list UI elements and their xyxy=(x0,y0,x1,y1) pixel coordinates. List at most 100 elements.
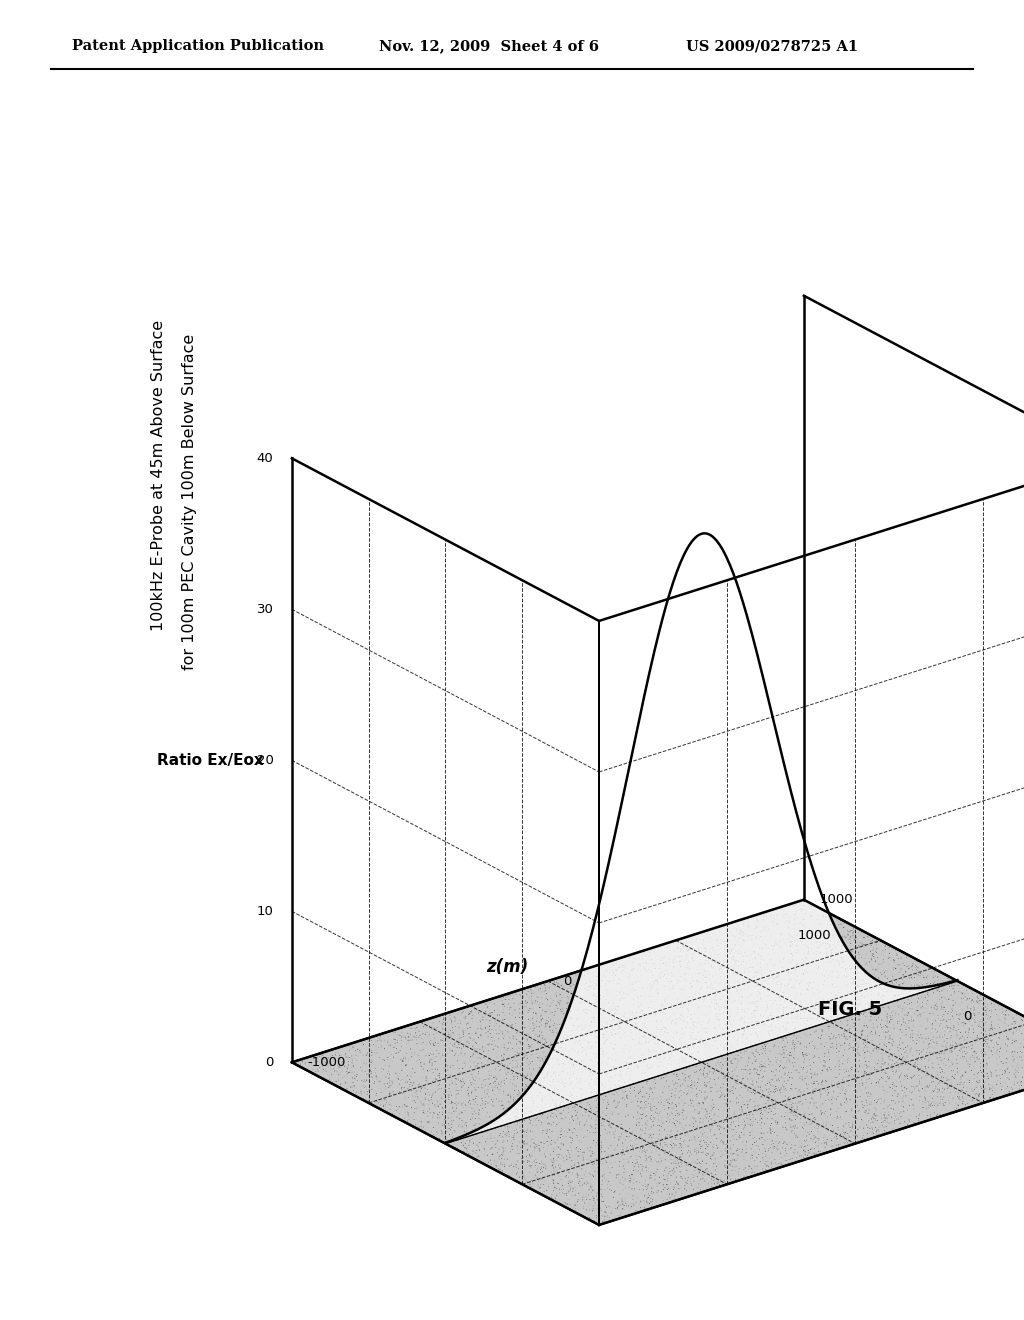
Point xyxy=(500,1084,516,1105)
Point xyxy=(779,1118,796,1139)
Point xyxy=(867,941,884,962)
Point xyxy=(620,1114,636,1135)
Point xyxy=(739,1055,756,1076)
Point xyxy=(751,953,767,974)
Point xyxy=(643,1148,659,1170)
Point xyxy=(611,1155,628,1176)
Point xyxy=(967,1078,983,1100)
Point xyxy=(577,1002,593,1023)
Point xyxy=(918,1089,934,1110)
Point xyxy=(972,983,988,1005)
Point xyxy=(702,1121,719,1142)
Point xyxy=(740,1080,757,1101)
Point xyxy=(591,1109,607,1130)
Point xyxy=(618,1052,635,1073)
Point xyxy=(601,1069,617,1090)
Point xyxy=(836,1006,852,1027)
Point xyxy=(726,939,742,960)
Point xyxy=(416,1053,432,1074)
Point xyxy=(685,1167,701,1188)
Point xyxy=(709,1024,725,1045)
Point xyxy=(596,964,612,985)
Point xyxy=(746,1162,763,1183)
Point xyxy=(487,1008,504,1030)
Point xyxy=(733,1038,750,1059)
Point xyxy=(375,1049,391,1071)
Point xyxy=(683,1077,699,1098)
Point xyxy=(431,1107,447,1129)
Point xyxy=(609,1092,626,1113)
Point xyxy=(606,999,623,1020)
Point xyxy=(374,1036,390,1057)
Point xyxy=(793,1137,809,1158)
Point xyxy=(546,1172,562,1193)
Point xyxy=(497,1053,513,1074)
Point xyxy=(568,1138,585,1159)
Point xyxy=(410,1034,426,1055)
Point xyxy=(650,969,667,990)
Point xyxy=(954,1026,971,1047)
Point xyxy=(598,1151,614,1172)
Point xyxy=(569,970,586,991)
Point xyxy=(628,1052,644,1073)
Point xyxy=(770,1024,786,1045)
Point xyxy=(938,973,954,994)
Point xyxy=(452,1092,468,1113)
Point xyxy=(435,1130,452,1151)
Point xyxy=(657,1003,674,1024)
Point xyxy=(534,987,550,1008)
Point xyxy=(837,1027,853,1048)
Point xyxy=(450,1063,466,1084)
Point xyxy=(340,1055,356,1076)
Point xyxy=(564,1109,581,1130)
Point xyxy=(830,950,847,972)
Point xyxy=(786,1019,803,1040)
Point xyxy=(471,1107,487,1129)
Point xyxy=(720,1061,736,1082)
Point xyxy=(575,1185,592,1206)
Point xyxy=(662,1007,678,1028)
Point xyxy=(697,968,714,989)
Point xyxy=(511,1007,527,1028)
Point xyxy=(780,1086,797,1107)
Point xyxy=(587,1119,603,1140)
Point xyxy=(566,1056,583,1077)
Point xyxy=(744,912,761,933)
Point xyxy=(526,1073,543,1094)
Point xyxy=(338,1071,354,1092)
Point xyxy=(738,1138,755,1159)
Point xyxy=(857,923,873,944)
Point xyxy=(324,1064,340,1085)
Point xyxy=(846,1040,862,1061)
Point xyxy=(879,1074,895,1096)
Point xyxy=(892,974,908,995)
Point xyxy=(687,1043,703,1064)
Point xyxy=(720,929,736,950)
Point xyxy=(612,981,629,1002)
Point xyxy=(895,1051,911,1072)
Point xyxy=(754,1104,770,1125)
Point xyxy=(519,1063,536,1084)
Point xyxy=(723,1111,739,1133)
Point xyxy=(897,961,913,982)
Point xyxy=(967,1077,983,1098)
Point xyxy=(767,932,783,953)
Point xyxy=(782,925,799,946)
Point xyxy=(534,1018,550,1039)
Point xyxy=(518,1090,535,1111)
Point xyxy=(976,1090,992,1111)
Point xyxy=(586,1151,602,1172)
Point xyxy=(651,1144,668,1166)
Point xyxy=(684,1045,700,1067)
Point xyxy=(514,1148,530,1170)
Point xyxy=(805,1084,821,1105)
Point xyxy=(711,973,727,994)
Point xyxy=(956,1052,973,1073)
Point xyxy=(633,1001,649,1022)
Point xyxy=(708,970,724,991)
Point xyxy=(512,1073,528,1094)
Point xyxy=(756,1006,772,1027)
Point xyxy=(828,1053,845,1074)
Point xyxy=(477,1097,494,1118)
Point xyxy=(719,921,735,942)
